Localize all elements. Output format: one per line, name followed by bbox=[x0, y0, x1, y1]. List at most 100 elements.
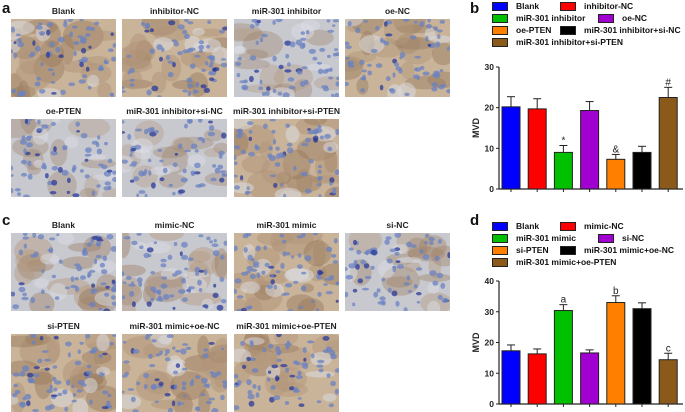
y-tick-label: 20 bbox=[485, 338, 495, 348]
legend-item: Blank bbox=[492, 1, 540, 12]
legend-label: miR-301 mimic+oe-NC bbox=[584, 245, 674, 255]
legend-swatch bbox=[492, 258, 508, 268]
y-axis-label: MVD bbox=[471, 332, 481, 353]
legend-item: miR-301 mimic+oe-PTEN bbox=[492, 257, 617, 268]
legend-label: miR-301 inhibitor+si-NC bbox=[584, 25, 681, 35]
legend-swatch bbox=[492, 14, 508, 24]
y-tick-label: 30 bbox=[485, 62, 495, 72]
legend-label: oe-PTEN bbox=[516, 25, 552, 35]
legend-item: miR-301 inhibitor bbox=[492, 13, 586, 24]
micrograph-label: inhibitor-NC bbox=[149, 6, 200, 16]
bar bbox=[606, 158, 626, 190]
legend-swatch bbox=[492, 38, 508, 48]
micrograph-label: si-PTEN bbox=[47, 321, 80, 331]
legend-swatch bbox=[560, 246, 576, 256]
bar bbox=[501, 106, 521, 190]
micrograph-image bbox=[11, 19, 116, 97]
bar bbox=[658, 97, 678, 190]
legend-label: si-NC bbox=[622, 233, 645, 243]
legend-item: inhibitor-NC bbox=[560, 1, 634, 12]
micrograph-image bbox=[345, 19, 450, 97]
legend-label: inhibitor-NC bbox=[584, 1, 634, 11]
micrograph-label: miR-301 inhibitor bbox=[251, 6, 322, 16]
significance-marker: & bbox=[612, 144, 619, 155]
legend-b: Blank inhibitor-NC miR-301 inhibitor oe-NC o… bbox=[490, 0, 685, 60]
y-tick-label: 10 bbox=[485, 368, 495, 378]
legend-swatch bbox=[492, 246, 508, 256]
micrograph-image bbox=[122, 119, 227, 197]
legend-swatch bbox=[560, 2, 576, 12]
micrograph-image bbox=[11, 233, 116, 311]
bar bbox=[580, 352, 600, 405]
micrograph-image bbox=[122, 233, 227, 311]
legend-d: Blank mimic-NC miR-301 mimic si-NC si-PTEN mi… bbox=[490, 220, 685, 280]
legend-item: si-PTEN bbox=[492, 245, 549, 256]
legend-label: miR-301 mimic bbox=[516, 233, 576, 243]
significance-marker: a bbox=[561, 295, 567, 306]
legend-swatch bbox=[492, 26, 508, 36]
micrograph-image bbox=[234, 334, 339, 412]
bar bbox=[632, 308, 652, 405]
bar bbox=[580, 110, 600, 190]
legend-swatch bbox=[492, 234, 508, 244]
legend-label: miR-301 inhibitor bbox=[516, 13, 586, 23]
significance-marker: b bbox=[613, 286, 619, 297]
legend-item: miR-301 inhibitor+si-PTEN bbox=[492, 37, 623, 48]
bar bbox=[501, 350, 521, 405]
significance-marker: # bbox=[665, 77, 671, 88]
micrograph-label: miR-301 mimic+oe-NC bbox=[129, 321, 220, 331]
legend-swatch bbox=[598, 234, 614, 244]
legend-swatch bbox=[598, 14, 614, 24]
bar bbox=[632, 151, 652, 190]
legend-item: miR-301 mimic bbox=[492, 233, 576, 244]
legend-label: Blank bbox=[516, 221, 540, 231]
legend-swatch bbox=[560, 26, 576, 36]
micrograph-image bbox=[122, 334, 227, 412]
legend-item: Blank bbox=[492, 221, 540, 232]
bar bbox=[606, 302, 626, 405]
micrograph-label: si-NC bbox=[386, 220, 409, 230]
y-tick-label: 0 bbox=[489, 399, 494, 409]
panel-letter-d: d bbox=[470, 212, 480, 229]
legend-item: miR-301 mimic+oe-NC bbox=[560, 245, 674, 256]
legend-label: si-PTEN bbox=[516, 245, 549, 255]
micrograph-image bbox=[234, 19, 339, 97]
y-axis-label: MVD bbox=[471, 118, 481, 139]
bar bbox=[527, 108, 547, 190]
micrograph-image bbox=[11, 119, 116, 197]
micrograph-label: mimic-NC bbox=[154, 220, 195, 230]
bar bbox=[527, 353, 547, 405]
micrograph-image bbox=[345, 233, 450, 311]
bar-chart-d: 0 10 20 30 40 MVD a b c bbox=[471, 276, 683, 409]
micrograph-label: miR-301 inhibitor+si-NC bbox=[126, 106, 223, 116]
y-tick-label: 0 bbox=[489, 184, 494, 194]
legend-label: miR-301 mimic+oe-PTEN bbox=[516, 257, 617, 267]
micrograph-image bbox=[11, 334, 116, 412]
micrograph-label: miR-301 mimic bbox=[256, 220, 317, 230]
legend-label: oe-NC bbox=[622, 13, 648, 23]
panel-letter-a: a bbox=[2, 0, 11, 17]
micrograph-label: Blank bbox=[51, 220, 76, 230]
legend-item: si-NC bbox=[598, 233, 645, 244]
y-tick-label: 40 bbox=[485, 276, 495, 286]
micrograph-image bbox=[122, 19, 227, 97]
bar-chart-b: 0 10 20 30 MVD * & # bbox=[471, 62, 683, 194]
legend-swatch bbox=[560, 222, 576, 232]
micrograph-image bbox=[234, 119, 339, 197]
legend-item: miR-301 inhibitor+si-NC bbox=[560, 25, 681, 36]
legend-swatch bbox=[492, 2, 508, 12]
y-tick-label: 10 bbox=[485, 143, 495, 153]
significance-marker: * bbox=[561, 135, 565, 146]
legend-swatch bbox=[492, 222, 508, 232]
panel-letter-b: b bbox=[470, 0, 480, 17]
bar bbox=[553, 151, 573, 190]
bar bbox=[658, 359, 678, 405]
bar bbox=[553, 310, 573, 405]
legend-label: mimic-NC bbox=[584, 221, 624, 231]
legend-label: Blank bbox=[516, 1, 540, 11]
y-tick-label: 20 bbox=[485, 103, 495, 113]
micrograph-label: Blank bbox=[51, 6, 76, 16]
micrograph-image bbox=[234, 233, 339, 311]
micrograph-label: miR-301 mimic+oe-PTEN bbox=[236, 321, 337, 331]
